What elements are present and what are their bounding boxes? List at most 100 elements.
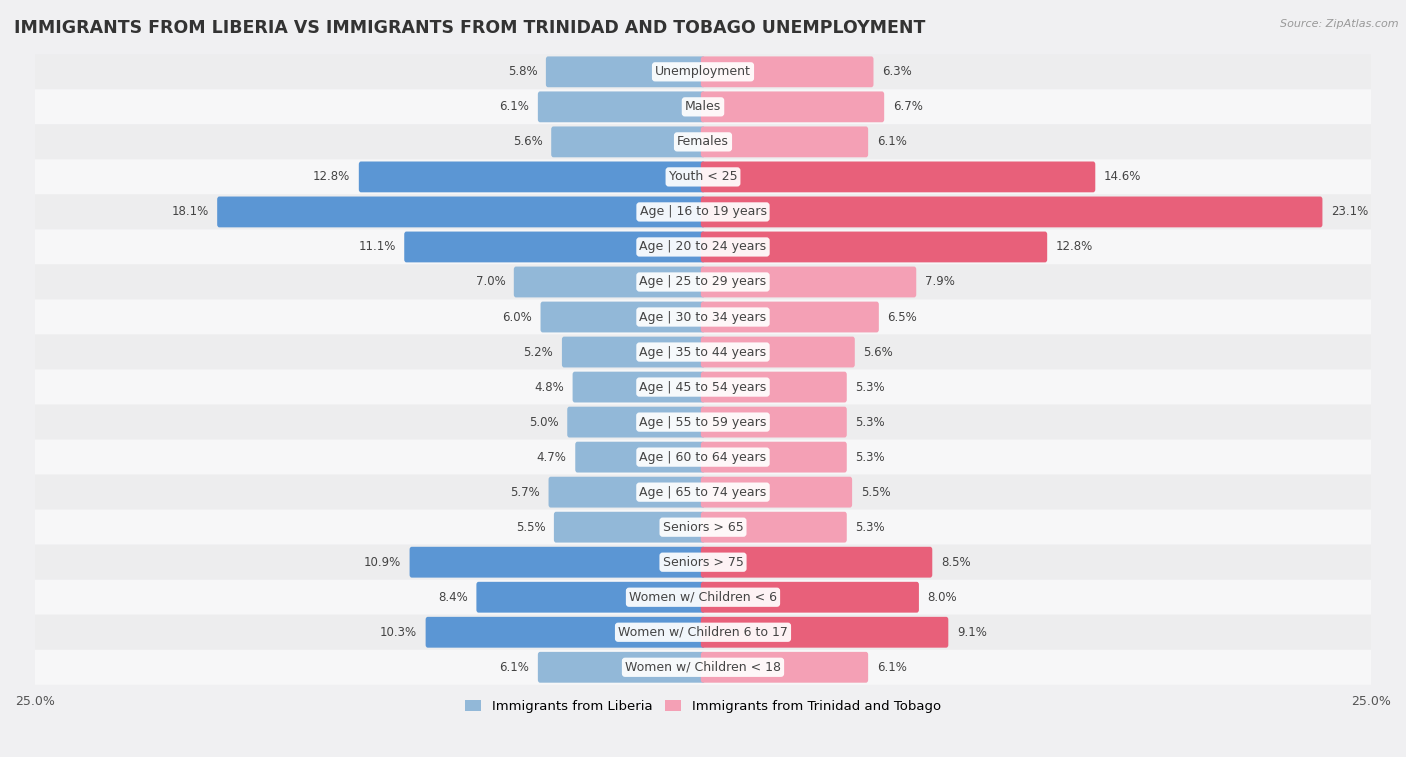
- FancyBboxPatch shape: [700, 372, 846, 403]
- Text: 6.1%: 6.1%: [499, 661, 529, 674]
- Text: 6.1%: 6.1%: [877, 661, 907, 674]
- FancyBboxPatch shape: [35, 545, 1371, 580]
- Text: Women w/ Children < 18: Women w/ Children < 18: [626, 661, 780, 674]
- FancyBboxPatch shape: [35, 580, 1371, 615]
- FancyBboxPatch shape: [546, 57, 706, 87]
- FancyBboxPatch shape: [567, 407, 706, 438]
- Text: Age | 45 to 54 years: Age | 45 to 54 years: [640, 381, 766, 394]
- FancyBboxPatch shape: [700, 617, 948, 648]
- FancyBboxPatch shape: [700, 197, 1323, 227]
- FancyBboxPatch shape: [700, 477, 852, 507]
- Text: Age | 55 to 59 years: Age | 55 to 59 years: [640, 416, 766, 428]
- Text: 5.0%: 5.0%: [529, 416, 558, 428]
- FancyBboxPatch shape: [35, 335, 1371, 369]
- FancyBboxPatch shape: [35, 369, 1371, 404]
- FancyBboxPatch shape: [700, 582, 920, 612]
- FancyBboxPatch shape: [513, 266, 706, 298]
- Text: 5.5%: 5.5%: [860, 486, 890, 499]
- Text: 5.3%: 5.3%: [855, 521, 884, 534]
- FancyBboxPatch shape: [700, 266, 917, 298]
- FancyBboxPatch shape: [700, 92, 884, 123]
- FancyBboxPatch shape: [35, 89, 1371, 124]
- FancyBboxPatch shape: [700, 57, 873, 87]
- FancyBboxPatch shape: [700, 652, 868, 683]
- Text: 6.0%: 6.0%: [502, 310, 531, 323]
- Text: 5.3%: 5.3%: [855, 450, 884, 463]
- FancyBboxPatch shape: [35, 300, 1371, 335]
- FancyBboxPatch shape: [426, 617, 706, 648]
- Text: 11.1%: 11.1%: [359, 241, 395, 254]
- Text: 9.1%: 9.1%: [957, 626, 987, 639]
- Text: 6.3%: 6.3%: [882, 65, 911, 78]
- Text: 10.9%: 10.9%: [364, 556, 401, 569]
- Text: Females: Females: [678, 136, 728, 148]
- FancyBboxPatch shape: [538, 92, 706, 123]
- FancyBboxPatch shape: [700, 512, 846, 543]
- Text: 6.1%: 6.1%: [499, 101, 529, 114]
- Legend: Immigrants from Liberia, Immigrants from Trinidad and Tobago: Immigrants from Liberia, Immigrants from…: [460, 695, 946, 718]
- FancyBboxPatch shape: [405, 232, 706, 263]
- FancyBboxPatch shape: [35, 615, 1371, 650]
- Text: 10.3%: 10.3%: [380, 626, 418, 639]
- Text: Source: ZipAtlas.com: Source: ZipAtlas.com: [1281, 19, 1399, 29]
- FancyBboxPatch shape: [35, 229, 1371, 264]
- FancyBboxPatch shape: [572, 372, 706, 403]
- Text: Age | 20 to 24 years: Age | 20 to 24 years: [640, 241, 766, 254]
- FancyBboxPatch shape: [548, 477, 706, 507]
- FancyBboxPatch shape: [538, 652, 706, 683]
- FancyBboxPatch shape: [700, 441, 846, 472]
- Text: 5.6%: 5.6%: [513, 136, 543, 148]
- Text: 5.7%: 5.7%: [510, 486, 540, 499]
- FancyBboxPatch shape: [700, 337, 855, 367]
- FancyBboxPatch shape: [35, 475, 1371, 509]
- FancyBboxPatch shape: [540, 301, 706, 332]
- FancyBboxPatch shape: [700, 547, 932, 578]
- FancyBboxPatch shape: [700, 126, 868, 157]
- Text: 12.8%: 12.8%: [314, 170, 350, 183]
- Text: 7.0%: 7.0%: [475, 276, 505, 288]
- Text: 6.5%: 6.5%: [887, 310, 917, 323]
- FancyBboxPatch shape: [35, 195, 1371, 229]
- Text: IMMIGRANTS FROM LIBERIA VS IMMIGRANTS FROM TRINIDAD AND TOBAGO UNEMPLOYMENT: IMMIGRANTS FROM LIBERIA VS IMMIGRANTS FR…: [14, 19, 925, 37]
- Text: Age | 16 to 19 years: Age | 16 to 19 years: [640, 205, 766, 219]
- FancyBboxPatch shape: [554, 512, 706, 543]
- FancyBboxPatch shape: [35, 440, 1371, 475]
- Text: 4.7%: 4.7%: [537, 450, 567, 463]
- Text: 5.2%: 5.2%: [523, 345, 554, 359]
- FancyBboxPatch shape: [477, 582, 706, 612]
- Text: 4.8%: 4.8%: [534, 381, 564, 394]
- Text: 14.6%: 14.6%: [1104, 170, 1142, 183]
- Text: Seniors > 75: Seniors > 75: [662, 556, 744, 569]
- Text: 5.8%: 5.8%: [508, 65, 537, 78]
- Text: 5.6%: 5.6%: [863, 345, 893, 359]
- Text: Youth < 25: Youth < 25: [669, 170, 737, 183]
- FancyBboxPatch shape: [35, 264, 1371, 300]
- Text: Males: Males: [685, 101, 721, 114]
- Text: Unemployment: Unemployment: [655, 65, 751, 78]
- Text: 18.1%: 18.1%: [172, 205, 208, 219]
- Text: Women w/ Children < 6: Women w/ Children < 6: [628, 590, 778, 604]
- FancyBboxPatch shape: [35, 160, 1371, 195]
- Text: Age | 30 to 34 years: Age | 30 to 34 years: [640, 310, 766, 323]
- Text: Age | 25 to 29 years: Age | 25 to 29 years: [640, 276, 766, 288]
- Text: Women w/ Children 6 to 17: Women w/ Children 6 to 17: [619, 626, 787, 639]
- FancyBboxPatch shape: [409, 547, 706, 578]
- FancyBboxPatch shape: [562, 337, 706, 367]
- Text: 8.5%: 8.5%: [941, 556, 970, 569]
- FancyBboxPatch shape: [35, 509, 1371, 545]
- Text: 6.7%: 6.7%: [893, 101, 922, 114]
- Text: Age | 60 to 64 years: Age | 60 to 64 years: [640, 450, 766, 463]
- FancyBboxPatch shape: [217, 197, 706, 227]
- FancyBboxPatch shape: [35, 650, 1371, 685]
- Text: Age | 35 to 44 years: Age | 35 to 44 years: [640, 345, 766, 359]
- FancyBboxPatch shape: [35, 404, 1371, 440]
- FancyBboxPatch shape: [35, 55, 1371, 89]
- Text: 8.4%: 8.4%: [439, 590, 468, 604]
- Text: Seniors > 65: Seniors > 65: [662, 521, 744, 534]
- FancyBboxPatch shape: [35, 124, 1371, 160]
- Text: 5.3%: 5.3%: [855, 416, 884, 428]
- Text: 23.1%: 23.1%: [1331, 205, 1368, 219]
- FancyBboxPatch shape: [700, 407, 846, 438]
- FancyBboxPatch shape: [700, 232, 1047, 263]
- Text: 8.0%: 8.0%: [928, 590, 957, 604]
